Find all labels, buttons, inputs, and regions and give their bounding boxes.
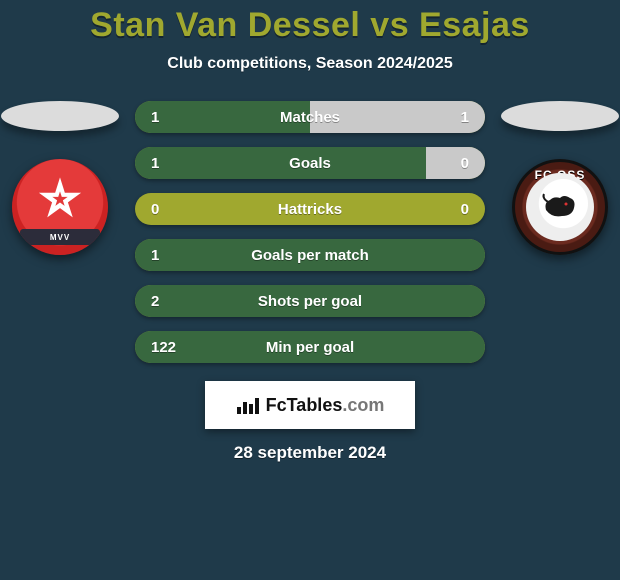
stat-row: 0Hattricks0: [135, 193, 485, 225]
date-text: 28 september 2024: [234, 443, 386, 463]
stat-row: 2Shots per goal: [135, 285, 485, 317]
brand-text-suffix: .com: [342, 395, 384, 415]
crest-left: MVV: [12, 159, 108, 255]
brand-bars-icon: [236, 395, 260, 415]
stat-row-overlay: 122Min per goal: [135, 331, 485, 363]
stat-row-overlay: 1Goals0: [135, 147, 485, 179]
stat-label: Goals per match: [135, 247, 485, 264]
player-right: FC OSS: [500, 101, 620, 255]
stat-label: Shots per goal: [135, 293, 485, 310]
stat-row-overlay: 2Shots per goal: [135, 285, 485, 317]
subtitle: Club competitions, Season 2024/2025: [167, 55, 452, 73]
stat-row-overlay: 1Goals per match: [135, 239, 485, 271]
page-title: Stan Van Dessel vs Esajas: [90, 6, 530, 45]
stat-label: Matches: [135, 109, 485, 126]
stat-row: 122Min per goal: [135, 331, 485, 363]
stat-row-overlay: 1Matches1: [135, 101, 485, 133]
stat-row: 1Goals per match: [135, 239, 485, 271]
crest-right: FC OSS: [512, 159, 608, 255]
stat-row: 1Goals0: [135, 147, 485, 179]
brand-text: FcTables.com: [266, 395, 385, 416]
brand-text-main: FcTables: [266, 395, 343, 415]
stat-row-overlay: 0Hattricks0: [135, 193, 485, 225]
player-right-silhouette: [501, 101, 619, 131]
stat-label: Goals: [135, 155, 485, 172]
infographic: Stan Van Dessel vs Esajas Club competiti…: [0, 0, 620, 580]
stat-rows: 1Matches1 1Goals0 0Hattricks0 1Goals per ma…: [135, 101, 485, 363]
stat-row: 1Matches1: [135, 101, 485, 133]
brand-box: FcTables.com: [205, 381, 415, 429]
stat-label: Min per goal: [135, 339, 485, 356]
crest-left-ribbon-text: MVV: [50, 233, 70, 242]
crest-right-inner: [526, 173, 594, 241]
player-left-silhouette: [1, 101, 119, 131]
bull-icon: [540, 192, 580, 222]
comparison-arena: MVV FC OSS 1Matches1 1Goals0 0Hattricks0 1G…: [0, 101, 620, 363]
player-left: MVV: [0, 101, 120, 255]
crest-left-ribbon: MVV: [20, 229, 101, 245]
stat-label: Hattricks: [135, 201, 485, 218]
